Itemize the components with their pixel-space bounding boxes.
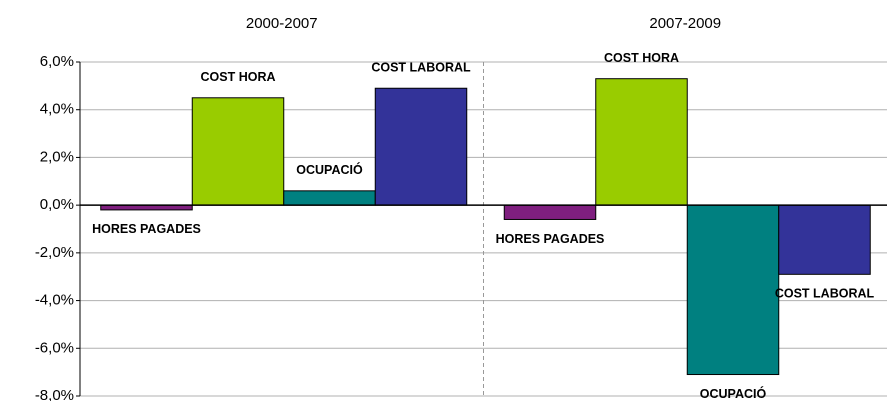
group-label: 2007-2009 xyxy=(649,15,721,32)
y-tick-label: 6,0% xyxy=(40,53,74,70)
data-label: COST LABORAL xyxy=(371,61,471,75)
group-label: 2000-2007 xyxy=(246,15,318,32)
bar xyxy=(374,87,468,206)
bar xyxy=(686,204,780,376)
data-label: OCUPACIÓ xyxy=(700,386,767,401)
y-tick-label: 2,0% xyxy=(40,148,74,165)
bar xyxy=(283,190,376,206)
y-tick-label: -6,0% xyxy=(35,339,74,356)
data-label: COST LABORAL xyxy=(775,287,875,301)
data-label: COST HORA xyxy=(604,51,679,65)
data-label: HORES PAGADES xyxy=(92,222,201,236)
y-tick-label: -8,0% xyxy=(35,387,74,401)
data-label: HORES PAGADES xyxy=(496,232,605,246)
bar xyxy=(595,78,688,206)
data-label: OCUPACIÓ xyxy=(296,162,363,177)
y-tick-label: -2,0% xyxy=(35,244,74,261)
y-tick-label: 4,0% xyxy=(40,101,74,118)
y-tick-label: 0,0% xyxy=(40,196,74,213)
bar xyxy=(503,204,597,220)
bar xyxy=(778,204,871,275)
data-label: COST HORA xyxy=(201,70,276,84)
y-tick-label: -4,0% xyxy=(35,292,74,309)
bar xyxy=(191,97,285,206)
